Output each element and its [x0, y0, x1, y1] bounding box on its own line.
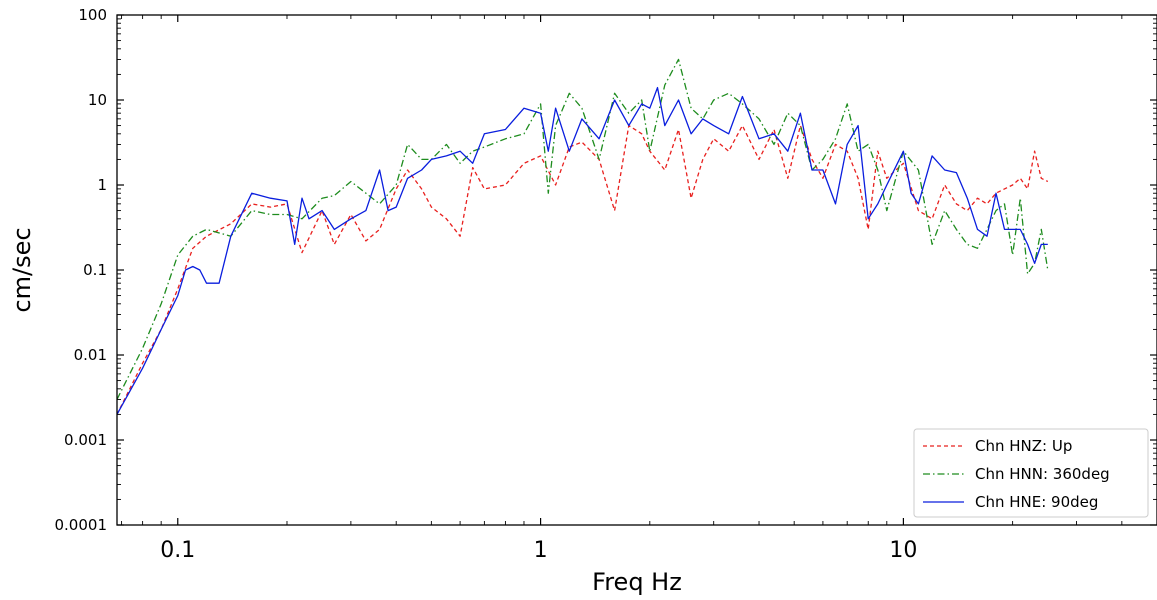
legend-label-1: Chn HNZ: Up: [975, 437, 1072, 455]
legend-label-2: Chn HNN: 360deg: [975, 465, 1110, 483]
y-tick-label: 1: [97, 176, 107, 194]
ticks-layer: 0.0001 0.001 0.01 0.1 1 10 100 0.1 1 10: [55, 6, 1157, 563]
y-tick-label: 10: [88, 91, 107, 109]
x-tick-label: 10: [889, 538, 917, 563]
x-tick-label: 1: [534, 538, 548, 563]
series-line-1: [117, 124, 1049, 415]
y-axis-title: cm/sec: [8, 227, 36, 312]
y-tick-label: 100: [78, 6, 107, 24]
y-tick-label: 0.001: [64, 431, 107, 449]
series-layer: [117, 58, 1049, 415]
x-axis-title: Freq Hz: [592, 568, 682, 596]
series-line-3: [117, 86, 1048, 415]
x-tick-label: 0.1: [160, 538, 195, 563]
y-tick-label: 0.01: [74, 346, 107, 364]
legend: Chn HNZ: Up Chn HNN: 360deg Chn HNE: 90deg: [913, 428, 1149, 518]
legend-box: [913, 428, 1149, 518]
legend-label-3: Chn HNE: 90deg: [975, 493, 1098, 511]
y-tick-label: 0.1: [83, 261, 107, 279]
plot-frame: [116, 14, 1157, 526]
y-tick-label: 0.0001: [55, 516, 108, 534]
series-line-2: [117, 58, 1049, 400]
